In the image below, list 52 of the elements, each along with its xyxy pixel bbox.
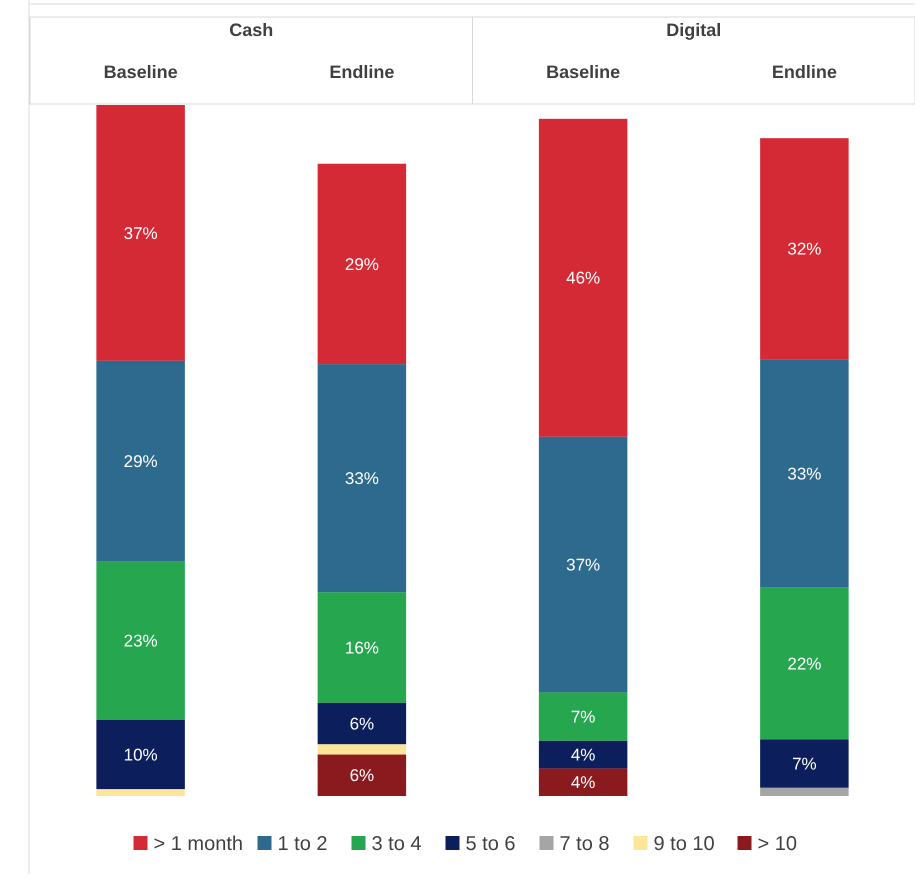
x-tick-label: Endline: [772, 62, 837, 82]
bar: [538, 740, 628, 768]
bar: [96, 720, 185, 790]
bar: [96, 789, 185, 796]
data-label: 22%: [787, 654, 822, 674]
bar: [538, 118, 628, 437]
bar: [760, 138, 849, 360]
data-label: 29%: [344, 254, 379, 274]
data-label: 33%: [344, 469, 379, 488]
x-tick-label: Baseline: [104, 62, 178, 82]
bar: [760, 739, 849, 788]
data-label: 6%: [350, 766, 374, 786]
data-label: 4%: [570, 745, 596, 764]
bar: [96, 561, 185, 720]
bar: [538, 768, 628, 796]
legend-label: > 1 month: [154, 833, 244, 855]
data-label: 23%: [124, 631, 158, 650]
x-tick-label: Baseline: [546, 62, 620, 82]
bar: [318, 754, 406, 796]
bar: [318, 164, 406, 364]
data-label: 7%: [792, 754, 817, 774]
bar: [318, 744, 406, 755]
data-label: 4%: [570, 773, 596, 792]
bar: [760, 359, 849, 588]
legend-label: 5 to 6: [466, 833, 516, 855]
data-label: 6%: [350, 714, 374, 734]
data-label: 16%: [344, 638, 379, 658]
bar: [96, 105, 185, 361]
bar: [538, 436, 628, 692]
data-label: 33%: [787, 464, 822, 484]
legend-label: > 10: [758, 833, 797, 855]
data-label: 46%: [566, 268, 600, 288]
bar: [318, 592, 406, 703]
bar: [760, 587, 849, 740]
text: Digital: [666, 20, 722, 40]
x-tick-label: Endline: [329, 62, 394, 82]
data-label: 32%: [787, 240, 822, 259]
data-label: 29%: [124, 452, 158, 471]
bar: [96, 360, 185, 562]
text: Cash: [229, 20, 274, 40]
bar: [760, 788, 849, 796]
bar: [318, 364, 406, 592]
legend-label: 9 to 10: [654, 833, 715, 855]
legend-label: 7 to 8: [560, 833, 610, 855]
data-label: 37%: [124, 224, 158, 243]
data-label: 10%: [124, 745, 158, 764]
bar: [538, 692, 628, 741]
legend-label: 1 to 2: [278, 833, 328, 855]
data-label: 37%: [566, 555, 600, 574]
legend-label: 3 to 4: [372, 833, 422, 855]
data-label: 7%: [570, 707, 596, 726]
bar: [318, 702, 406, 744]
